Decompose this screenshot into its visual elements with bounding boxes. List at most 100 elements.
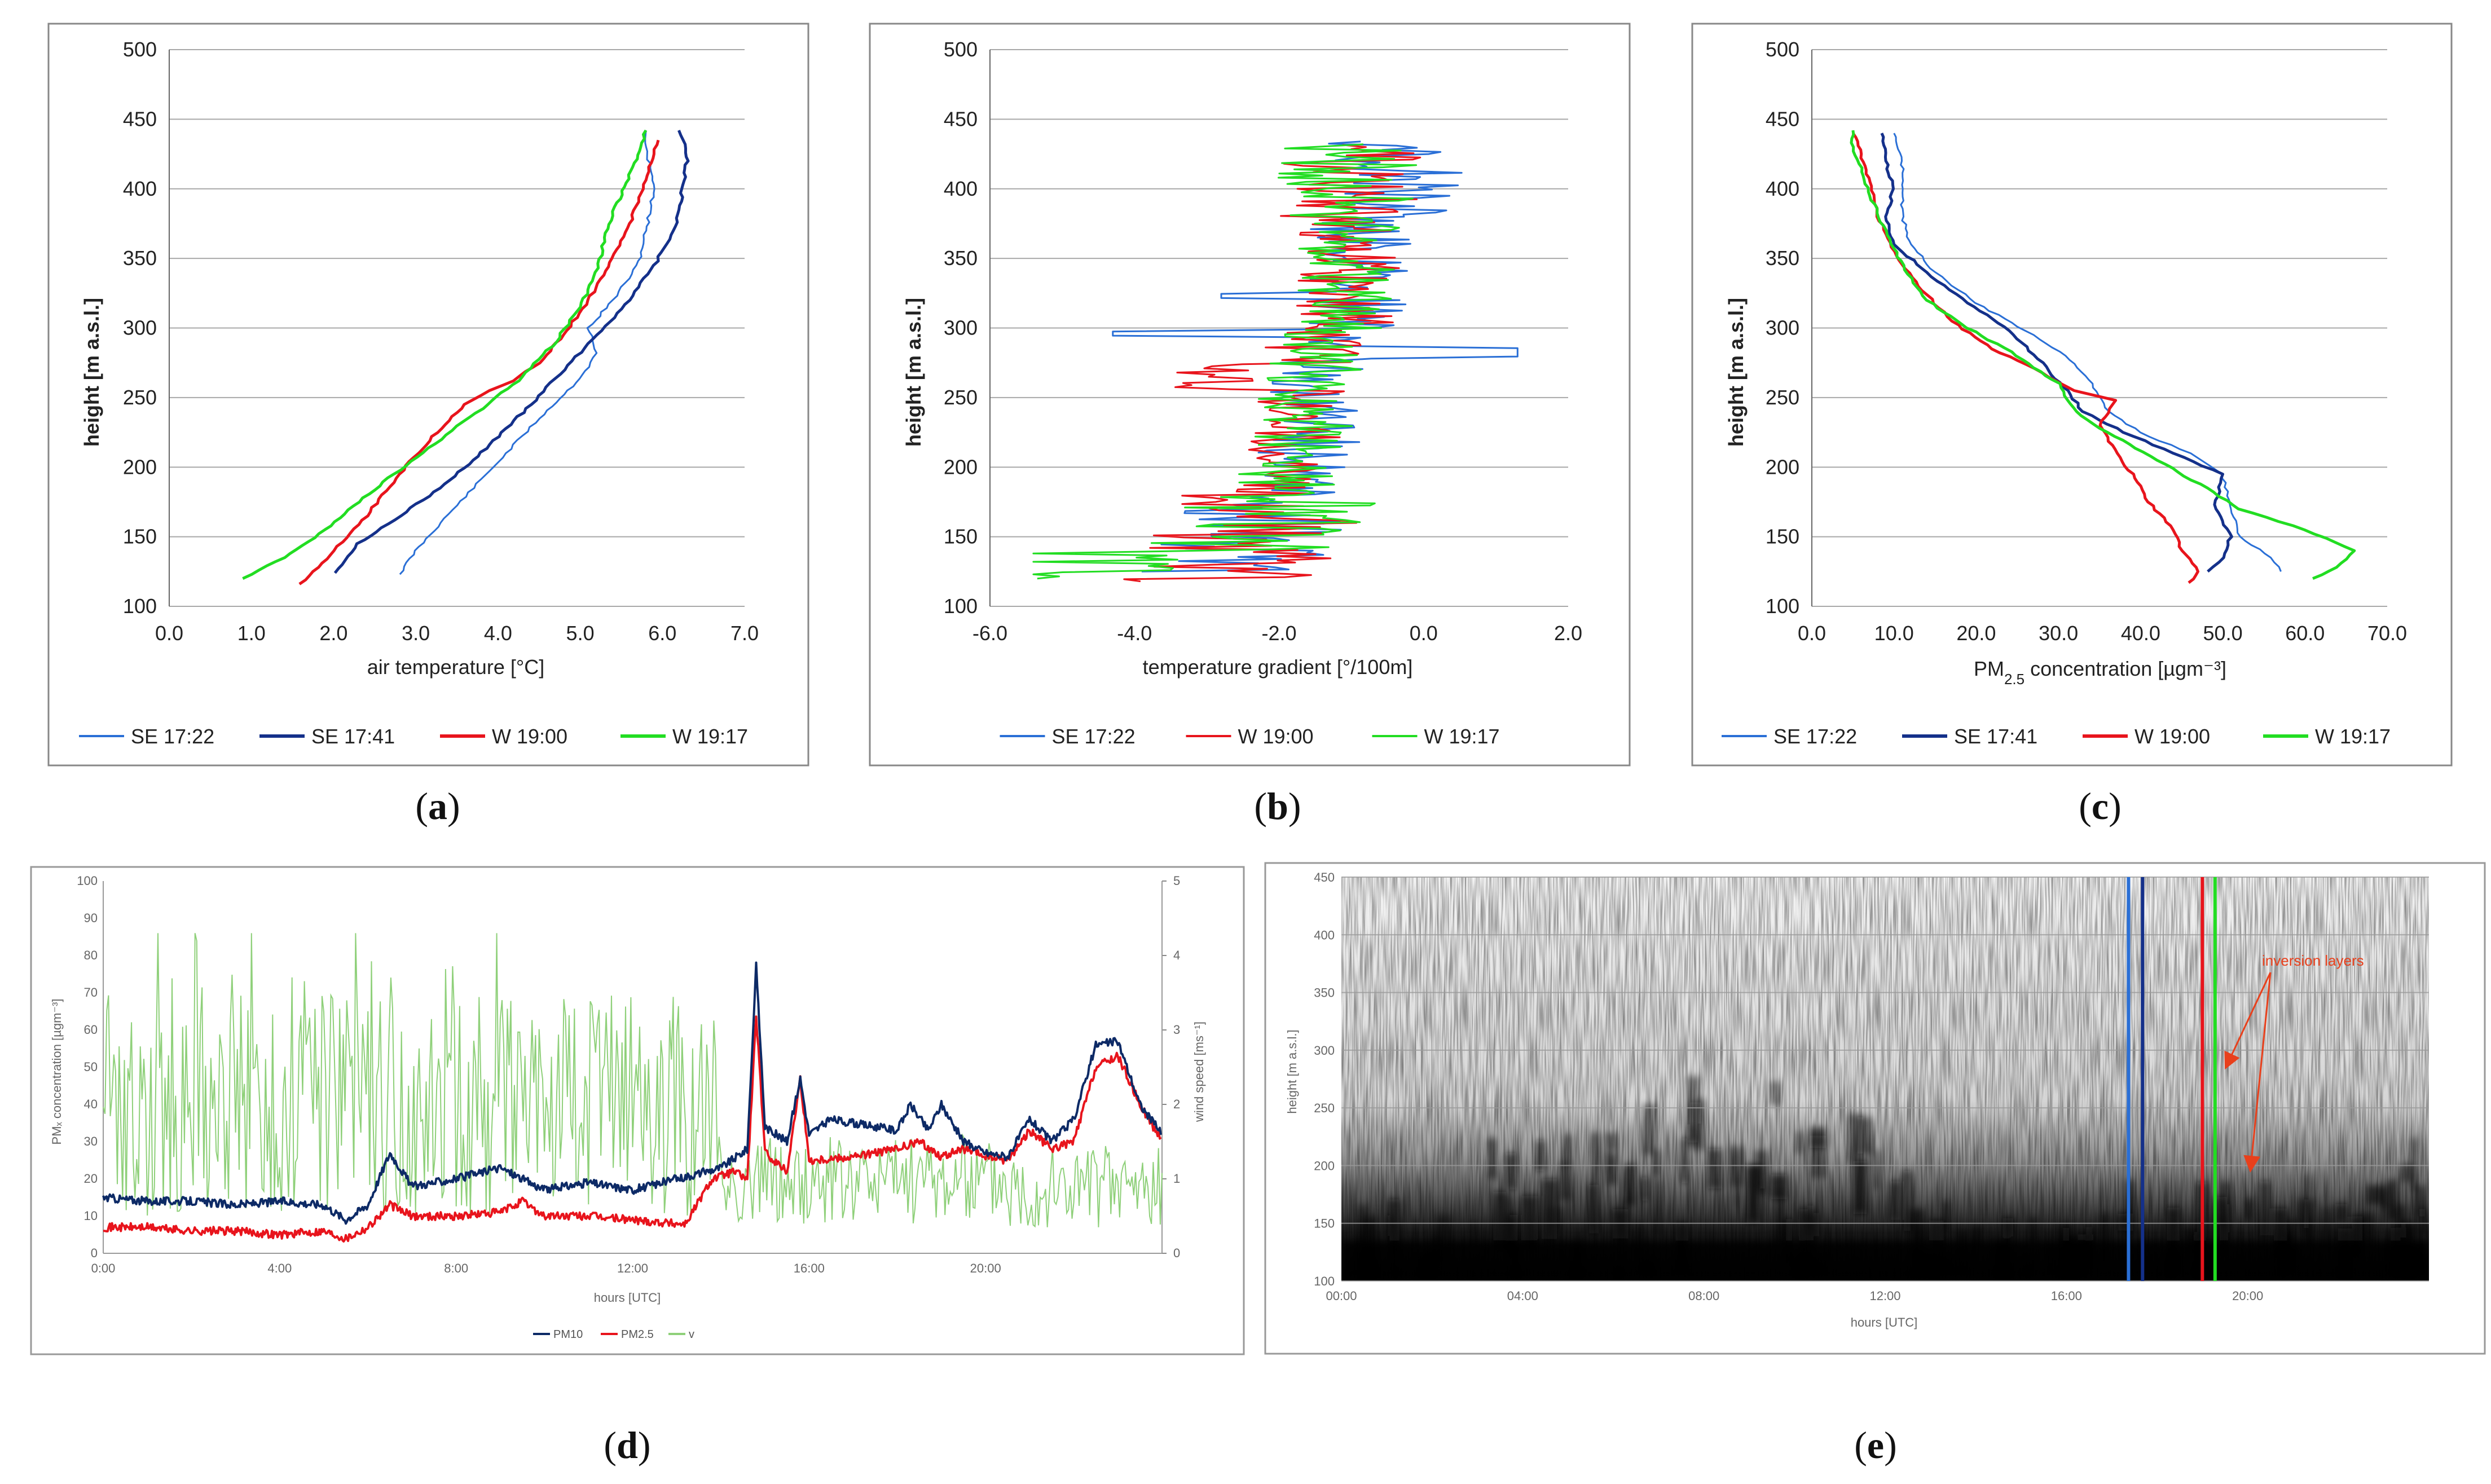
ytick-200: 200 bbox=[1766, 455, 1799, 478]
sodar-echogram bbox=[1341, 877, 2429, 1281]
panel-d-letter: d bbox=[617, 1424, 638, 1467]
ytick-left-40: 40 bbox=[84, 1097, 98, 1111]
xtick-12:00: 12:00 bbox=[1869, 1289, 1900, 1303]
echo-blob bbox=[2335, 1204, 2348, 1223]
panel-b-letter: b bbox=[1267, 785, 1288, 827]
echo-blob bbox=[1746, 1164, 1761, 1223]
xtick-20:00: 20:00 bbox=[970, 1261, 1001, 1275]
ytick-100: 100 bbox=[1314, 1274, 1335, 1288]
ytick-350: 350 bbox=[1766, 246, 1799, 270]
ytick-150: 150 bbox=[944, 525, 978, 548]
series-w-19-17 bbox=[1850, 130, 2356, 580]
echo-blob bbox=[1943, 1201, 1949, 1231]
ytick-left-30: 30 bbox=[84, 1134, 98, 1148]
ytick-left-80: 80 bbox=[84, 948, 98, 962]
ytick-right-0: 0 bbox=[1173, 1246, 1180, 1260]
xtick-20:00: 20:00 bbox=[2232, 1289, 2263, 1303]
ytick-500: 500 bbox=[123, 38, 157, 61]
echo-blob bbox=[2029, 1217, 2037, 1241]
panel-d-caption: (d) bbox=[604, 1424, 650, 1467]
ytick-150: 150 bbox=[123, 525, 157, 548]
ytick-350: 350 bbox=[123, 246, 157, 270]
panel-c-legend: SE 17:22 SE 17:41 W 19:00 W 19:17 bbox=[1722, 725, 2391, 748]
echo-blob bbox=[1641, 1177, 1648, 1201]
panel-c: 100 150 200 250 300 350 400 450 500 0.0 10.0 20.0 30… bbox=[1691, 23, 2453, 767]
legend-label-w-19-00: W 19:00 bbox=[1238, 725, 1314, 748]
panel-e-caption: (e) bbox=[1854, 1424, 1897, 1467]
xtick-50.0: 50.0 bbox=[2203, 622, 2243, 645]
ytick-350: 350 bbox=[1314, 986, 1335, 1000]
echo-blob bbox=[1564, 1134, 1572, 1165]
echo-blob bbox=[2245, 1199, 2253, 1221]
xtick-10.0: 10.0 bbox=[1874, 622, 1914, 645]
echo-blob bbox=[1609, 1132, 1616, 1151]
xtick-4.0: 4.0 bbox=[484, 622, 512, 645]
echo-blob bbox=[2323, 1207, 2329, 1250]
echo-blob bbox=[2386, 1180, 2397, 1220]
surface-layer bbox=[1341, 1240, 2429, 1281]
echo-blob bbox=[1810, 1127, 1826, 1148]
legend-label-pm25: PM2.5 bbox=[621, 1328, 654, 1341]
panel-c-ylabel: height [m a.s.l.] bbox=[1724, 298, 1748, 447]
panel-e-xlabel: hours [UTC] bbox=[1851, 1315, 1918, 1329]
xtick-4:00: 4:00 bbox=[267, 1261, 292, 1275]
ytick-250: 250 bbox=[123, 386, 157, 409]
echo-blob bbox=[1890, 1181, 1899, 1220]
legend-label-se-17-22: SE 17:22 bbox=[1773, 725, 1857, 748]
echo-blob bbox=[2260, 1181, 2270, 1236]
echo-blob bbox=[2296, 1199, 2310, 1228]
ytick-500: 500 bbox=[944, 38, 978, 61]
legend-label-w-19-00: W 19:00 bbox=[492, 725, 567, 748]
sodar-dark-regions bbox=[1341, 1076, 2429, 1281]
panel-b-frame bbox=[869, 23, 1631, 767]
xtick-7.0: 7.0 bbox=[730, 622, 759, 645]
echo-blob bbox=[1655, 1179, 1660, 1235]
ytick-left-50: 50 bbox=[84, 1060, 98, 1074]
panel-c-xlabel-suffix: concentration [µgm⁻³] bbox=[2025, 657, 2226, 680]
xtick-30.0: 30.0 bbox=[2039, 622, 2078, 645]
echo-blob bbox=[1588, 1184, 1599, 1234]
panel-b-caption: (b) bbox=[1254, 785, 1301, 827]
echo-blob bbox=[1506, 1153, 1516, 1190]
echo-blob bbox=[1592, 1132, 1599, 1186]
ytick-500: 500 bbox=[1766, 38, 1799, 61]
ytick-right-3: 3 bbox=[1173, 1023, 1180, 1037]
legend-label-se-17-41: SE 17:41 bbox=[311, 725, 395, 748]
xtick-0.0: 0.0 bbox=[1410, 622, 1438, 645]
echo-blob bbox=[1559, 1161, 1572, 1200]
series-w-19-17 bbox=[1032, 143, 1418, 580]
echo-blob bbox=[1653, 1150, 1660, 1177]
legend-label-se-17-22: SE 17:22 bbox=[131, 725, 214, 748]
series-pm10 bbox=[102, 961, 1162, 1225]
xtick-60.0: 60.0 bbox=[2285, 622, 2325, 645]
echo-blob bbox=[1776, 1188, 1785, 1241]
panel-c-letter: c bbox=[2092, 785, 2109, 827]
ytick-100: 100 bbox=[1766, 595, 1799, 618]
panel-a-caption: (a) bbox=[415, 785, 460, 827]
panel-b-xlabel: temperature gradient [°/100m] bbox=[1143, 655, 1413, 679]
xtick-5.0: 5.0 bbox=[566, 622, 595, 645]
echo-blob bbox=[1606, 1153, 1617, 1185]
series-v bbox=[103, 933, 1163, 1228]
inversion-layers-annotation: inversion layers bbox=[2262, 952, 2364, 969]
echo-blob bbox=[2003, 1218, 2014, 1237]
xtick-3.0: 3.0 bbox=[402, 622, 430, 645]
panel-b: 100 150 200 250 300 350 400 450 500 -6.0 -4.0 -2.0 0… bbox=[869, 23, 1631, 767]
xtick-0:00: 0:00 bbox=[91, 1261, 116, 1275]
xtick-40.0: 40.0 bbox=[2121, 622, 2160, 645]
echo-blob bbox=[2415, 1185, 2426, 1217]
ytick-450: 450 bbox=[123, 107, 157, 130]
panel-e-plot: 100 150 200 250 300 350 400 450 00:00 04:00 08:00 1… bbox=[1314, 870, 2429, 1303]
series-se-17-41 bbox=[333, 130, 690, 574]
panel-a-letter: a bbox=[428, 785, 447, 827]
ytick-300: 300 bbox=[944, 316, 978, 340]
ytick-left-70: 70 bbox=[84, 985, 98, 999]
echo-blob bbox=[1798, 1209, 1806, 1256]
panel-d-ylabel-left: PMₓ concentration [µgm⁻³] bbox=[50, 999, 64, 1145]
ytick-400: 400 bbox=[1314, 928, 1335, 942]
panel-d-plot: 0 10 20 30 40 50 60 70 80 90 100 0 1 2 3 4 5 0:00 4:00 8:00… bbox=[77, 874, 1180, 1275]
panel-c-caption: (c) bbox=[2079, 785, 2122, 827]
ytick-right-4: 4 bbox=[1173, 948, 1180, 962]
legend-label-w-19-17: W 19:17 bbox=[672, 725, 748, 748]
